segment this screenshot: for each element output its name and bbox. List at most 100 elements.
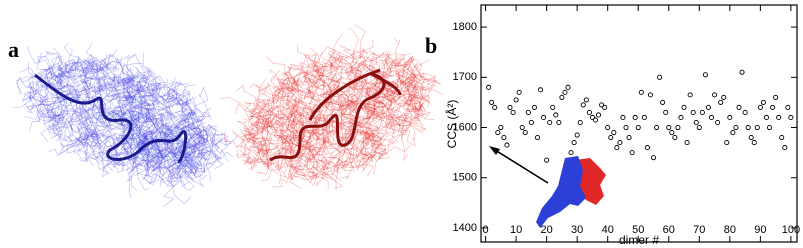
x-tick-label: 20: [541, 224, 553, 236]
conformer-trace: [293, 169, 315, 180]
point: [525, 109, 531, 116]
conformer-trace: [370, 121, 380, 140]
conformer-trace: [130, 131, 159, 153]
point: [556, 119, 562, 126]
conformer-trace: [392, 114, 407, 139]
point: [693, 119, 699, 126]
conformer-trace: [120, 78, 138, 102]
conformer-trace: [84, 68, 104, 90]
point: [605, 124, 611, 131]
conformer-trace: [367, 91, 384, 99]
conformer-trace: [286, 118, 311, 131]
conformer-trace: [55, 109, 81, 126]
conformer-trace: [150, 124, 164, 136]
conformer-trace: [143, 80, 162, 96]
conformer-trace: [257, 85, 271, 106]
conformer-trace: [269, 68, 282, 90]
conformer-trace: [272, 89, 286, 105]
conformer-trace: [130, 116, 141, 134]
conformer-trace: [281, 129, 304, 141]
point: [663, 109, 669, 116]
conformer-trace: [123, 138, 140, 152]
conformer-trace: [337, 85, 365, 98]
conformer-trace: [185, 96, 198, 116]
conformer-trace: [368, 111, 385, 134]
conformer-trace: [119, 141, 132, 151]
conformer-trace: [355, 128, 360, 139]
conformer-trace: [249, 117, 264, 138]
conformer-trace: [247, 110, 262, 126]
conformer-trace: [88, 59, 111, 79]
conformer-trace: [397, 123, 408, 132]
conformer-trace: [296, 99, 312, 119]
conformer-trace: [261, 122, 273, 142]
point: [715, 119, 721, 126]
conformer-trace: [394, 72, 414, 87]
conformer-trace: [184, 164, 195, 183]
conformer-trace: [83, 108, 91, 130]
conformer-trace: [171, 84, 196, 102]
conformer-trace: [63, 118, 81, 135]
conformer-trace: [52, 116, 75, 127]
conformer-trace: [420, 75, 437, 89]
conformer-trace: [363, 56, 377, 76]
conformer-trace: [191, 95, 206, 122]
conformer-trace: [46, 103, 54, 118]
conformer-trace: [176, 153, 198, 175]
conformer-trace: [183, 128, 195, 143]
conformer-trace: [364, 132, 385, 143]
conformer-trace: [388, 100, 412, 120]
conformer-trace: [75, 53, 94, 67]
conformer-trace: [75, 136, 88, 163]
x-tick-label: 60: [663, 224, 675, 236]
conformer-trace: [190, 107, 212, 129]
conformer-trace: [99, 97, 111, 110]
conformer-trace: [133, 148, 145, 167]
conformer-trace: [136, 86, 154, 98]
y-tick-label: 1400: [453, 222, 477, 234]
point: [586, 109, 592, 116]
conformer-trace: [116, 97, 135, 120]
conformer-trace: [306, 74, 319, 95]
conformer-trace: [337, 120, 352, 131]
point: [669, 129, 675, 136]
conformer-trace: [192, 155, 206, 174]
conformer-trace: [136, 67, 147, 91]
conformer-trace: [121, 124, 146, 147]
conformer-trace: [130, 132, 138, 140]
conformer-trace: [261, 143, 281, 155]
conformer-trace: [306, 83, 332, 94]
conformer-trace: [308, 81, 317, 100]
conformer-trace: [289, 75, 296, 91]
conformer-trace: [348, 50, 369, 67]
conformer-trace: [42, 72, 61, 80]
conformer-trace: [130, 97, 146, 120]
conformer-trace: [282, 78, 299, 93]
conformer-trace: [314, 133, 328, 146]
conformer-trace: [264, 108, 275, 128]
conformer-trace: [57, 90, 67, 100]
conformer-trace: [414, 101, 423, 116]
conformer-trace: [356, 138, 364, 156]
conformer-trace: [290, 105, 304, 132]
conformer-trace: [358, 147, 375, 156]
conformer-trace: [396, 69, 411, 91]
conformer-trace: [127, 92, 139, 104]
conformer-trace: [382, 52, 394, 71]
conformer-trace: [352, 103, 372, 114]
conformer-trace: [390, 102, 402, 114]
conformer-trace: [420, 96, 432, 104]
conformer-trace: [327, 145, 338, 154]
conformer-trace: [321, 90, 333, 96]
conformer-trace: [119, 110, 133, 131]
conformer-trace: [362, 132, 371, 146]
conformer-trace: [299, 136, 311, 147]
conformer-trace: [127, 88, 143, 98]
conformer-trace: [82, 71, 100, 84]
conformer-trace: [37, 104, 51, 117]
conformer-trace: [143, 76, 155, 97]
conformer-trace: [342, 124, 366, 134]
conformer-trace: [73, 58, 94, 79]
conformer-trace: [281, 87, 296, 92]
